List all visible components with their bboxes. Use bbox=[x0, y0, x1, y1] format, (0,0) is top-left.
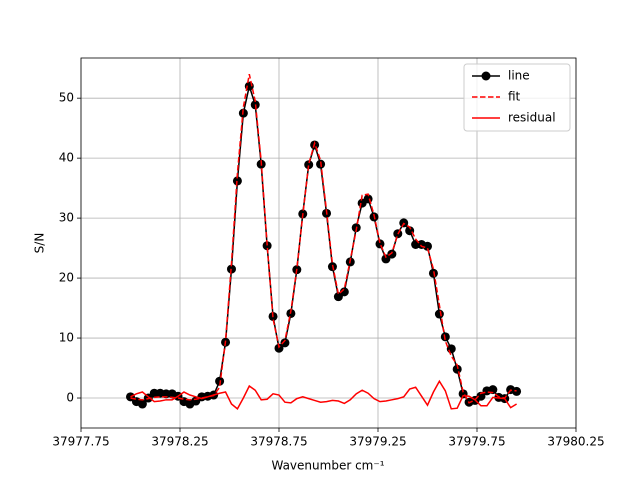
data-point bbox=[423, 241, 432, 251]
series-line bbox=[130, 379, 517, 410]
legend-marker bbox=[481, 71, 491, 81]
legend-label: residual bbox=[508, 111, 556, 125]
data-point bbox=[262, 241, 272, 251]
x-tick-label: 37978.25 bbox=[151, 435, 208, 449]
data-point bbox=[512, 386, 522, 396]
legend-label: fit bbox=[508, 90, 521, 104]
series-line bbox=[130, 83, 517, 405]
data-point bbox=[446, 344, 456, 354]
x-tick-label: 37980.25 bbox=[547, 435, 604, 449]
data-point bbox=[274, 343, 284, 353]
y-tick-label: 40 bbox=[59, 151, 74, 165]
data-point bbox=[387, 249, 397, 259]
x-tick-label: 37978.75 bbox=[250, 435, 307, 449]
data-point bbox=[434, 309, 444, 319]
data-point bbox=[304, 160, 314, 170]
data-point bbox=[476, 391, 486, 401]
x-axis-label: Wavenumber cm⁻¹ bbox=[271, 459, 384, 473]
y-tick-label: 20 bbox=[59, 271, 74, 285]
y-tick-label: 0 bbox=[66, 391, 74, 405]
series-line bbox=[130, 74, 517, 404]
y-axis-label: S/N bbox=[33, 233, 47, 254]
legend-label: line bbox=[508, 69, 530, 83]
x-tick-label: 37979.25 bbox=[349, 435, 406, 449]
data-point bbox=[375, 239, 385, 249]
data-point bbox=[215, 376, 225, 386]
legend-box bbox=[463, 63, 571, 132]
y-tick-label: 10 bbox=[59, 331, 74, 345]
plot-frame bbox=[80, 57, 577, 429]
plot-area bbox=[126, 74, 522, 410]
data-point bbox=[232, 176, 242, 186]
data-point bbox=[452, 364, 462, 374]
x-tick-label: 37977.75 bbox=[52, 435, 109, 449]
x-tick-label: 37979.75 bbox=[448, 435, 505, 449]
data-point bbox=[280, 338, 290, 348]
y-tick-label: 50 bbox=[59, 91, 74, 105]
data-point bbox=[137, 399, 147, 409]
y-tick-label: 30 bbox=[59, 211, 74, 225]
data-point bbox=[339, 287, 349, 297]
